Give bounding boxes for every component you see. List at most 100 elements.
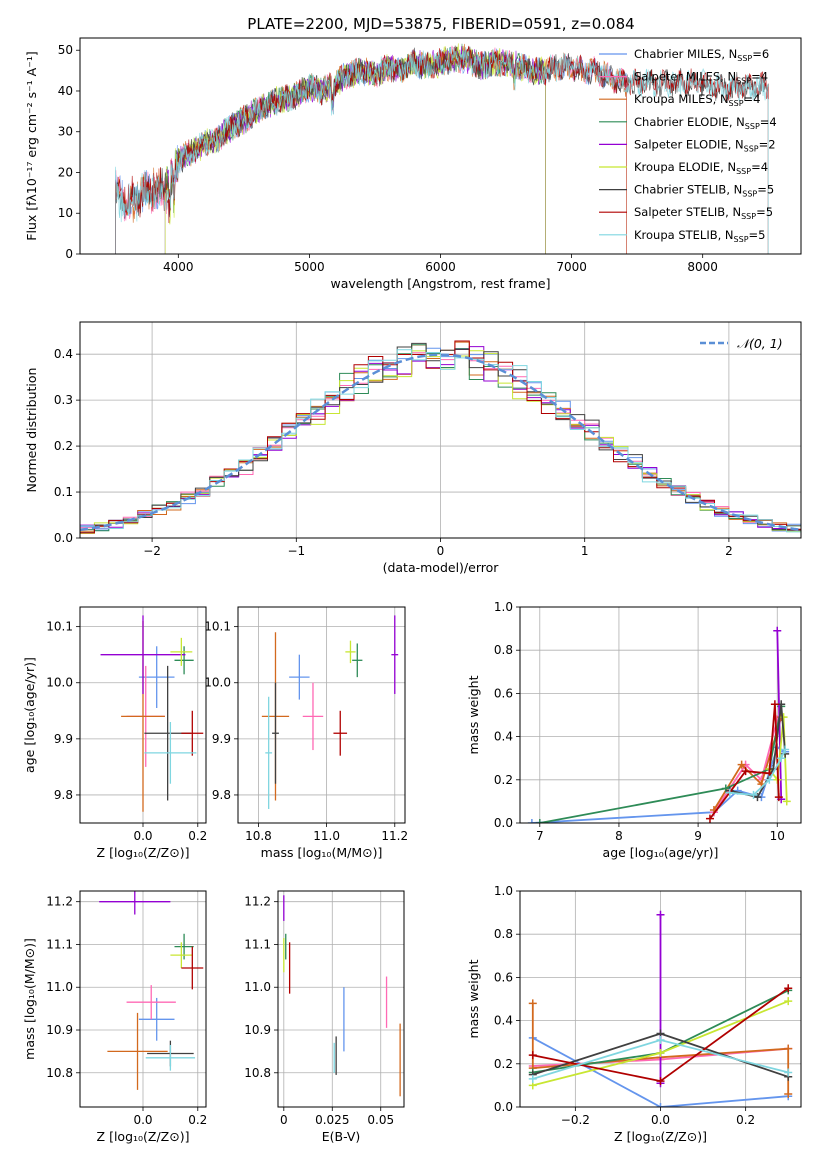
y-axis-label: Flux [fλ10⁻¹⁷ erg cm⁻² s⁻¹ A⁻¹] (24, 51, 39, 240)
plots-layer: 4000 5000 6000 7000 800001020304050wavelengt… (22, 37, 802, 1144)
legend-label-base: Kroupa MILES, N (634, 92, 729, 106)
x-tick-label: 4000 (163, 260, 194, 274)
weight-marker-KroupaSTELIB (765, 775, 774, 784)
weight-marker-ChabrierMILES (527, 819, 536, 823)
y-tick-label: 10.1 (46, 620, 73, 634)
y-tick-label: 0.3 (54, 393, 73, 407)
axes-residuals: −2 −1 0 1 2 0.0 0.1 0.2 0.3 0.4 (data-model)/error… (24, 321, 802, 575)
y-tick-label: 11.1 (46, 937, 73, 951)
weight-marker-KroupaSTELIB (784, 1068, 793, 1077)
legend-label-base: Chabrier ELODIE, N (634, 115, 745, 129)
weight-marker-ChabrierELODIE (535, 819, 544, 823)
legend-label-tail: =5 (757, 183, 774, 197)
x-tick-label: 11.2 (381, 829, 408, 843)
y-tick-label: 10.0 (46, 676, 73, 690)
legend-label-tail: =4 (751, 160, 768, 174)
y-tick-label: 9.9 (54, 732, 73, 746)
y-tick-label: 10 (58, 206, 73, 220)
weight-marker-KroupaELODIE (779, 713, 788, 722)
y-tick-label: 1.0 (494, 884, 513, 898)
axes-age_vs_Z: 0.0 0.2 9.8 9.9 10.0 10.1 Z [log₁₀(Z/Z⊙)] age [… (22, 606, 207, 860)
legend-label: Chabrier STELIB, NSSP=5 (634, 183, 774, 199)
y-tick-label: 11.0 (46, 980, 73, 994)
x-axis-label: E(B-V) (322, 1129, 361, 1144)
legend-label-sub: SSP (744, 144, 759, 153)
axes-age_vs_mass: 10.8 11.0 11.2 9.8 9.9 10.0 10.1 mass [log₁₀(M/… (204, 606, 408, 860)
legend-label-sub: SSP (736, 167, 751, 176)
y-tick-label: 10.8 (244, 1066, 271, 1080)
plot-area-age_vs_mass (261, 615, 399, 809)
x-tick-label: −1 (287, 544, 305, 558)
x-tick-label: 0.2 (188, 829, 207, 843)
y-tick-label: 0.6 (494, 970, 513, 984)
axes-weight_vs_age: 7 8 9 10 0.0 0.2 0.4 0.6 0.8 1.0 age [log₁₀(age/yr… (466, 600, 802, 860)
weight-marker-SalpeterSTELIB (656, 1077, 665, 1086)
plot-area-mass_vs_Z (99, 891, 204, 1090)
y-tick-label: 0.2 (494, 1057, 513, 1071)
legend-label-base: Kroupa STELIB, N (634, 228, 734, 242)
y-tick-label: 0.0 (494, 1100, 513, 1114)
y-tick-label: 50 (58, 43, 73, 57)
legend-label-base: Salpeter STELIB, N (634, 205, 741, 219)
x-tick-label: 9 (694, 829, 702, 843)
x-tick-label: 5000 (294, 260, 325, 274)
legend-label-sub: SSP (745, 122, 760, 131)
x-tick-label: −0.2 (561, 1113, 590, 1127)
y-tick-label: 0.2 (54, 439, 73, 453)
weight-marker-KroupaMILES (784, 1044, 793, 1053)
x-axis-label: age [log₁₀(age/yr)] (603, 845, 719, 860)
weight-marker-KroupaSTELIB (725, 788, 734, 797)
x-tick-label: 0.0 (133, 1113, 152, 1127)
axes-frame (277, 890, 405, 1108)
y-tick-label: 0.0 (494, 816, 513, 830)
legend-label-tail: =4 (744, 92, 761, 106)
legend-label: Chabrier MILES, NSSP=6 (634, 47, 769, 63)
x-tick-label: 8 (615, 829, 623, 843)
x-axis-label: Z [log₁₀(Z/Z⊙)] (97, 1129, 190, 1144)
legend-label: Kroupa STELIB, NSSP=5 (634, 228, 765, 244)
legend-label-normal: 𝒩(0, 1) (737, 336, 783, 351)
plot-area-residuals (80, 340, 801, 534)
weight-marker-KroupaSTELIB (528, 1074, 537, 1083)
y-tick-label: 9.9 (212, 732, 231, 746)
weight-marker-KroupaELODIE (784, 997, 793, 1006)
plot-area-spectrum (115, 43, 769, 254)
x-tick-label: 10 (770, 829, 785, 843)
weight-marker-KroupaSTELIB (656, 1036, 665, 1045)
legend-label-base: Salpeter MILES, N (634, 70, 736, 84)
x-axis-label: Z [log₁₀(Z/Z⊙)] (614, 1129, 707, 1144)
legend-label-sub: SSP (742, 190, 757, 199)
axes-frame (237, 606, 406, 824)
legend-label-tail: =5 (749, 228, 766, 242)
y-tick-label: 1.0 (494, 600, 513, 614)
x-tick-label: 0.025 (315, 1113, 349, 1127)
x-tick-label: 0.2 (188, 1113, 207, 1127)
y-tick-label: 11.0 (244, 980, 271, 994)
weight-marker-SalpeterSTELIB (784, 984, 793, 993)
x-tick-label: 0.2 (736, 1113, 755, 1127)
legend-label-sub: SSP (729, 99, 744, 108)
y-tick-label: 30 (58, 125, 73, 139)
spectrum-line-SalpeterSTELIB (115, 45, 769, 254)
legend-label: Kroupa MILES, NSSP=4 (634, 92, 760, 108)
y-tick-label: 10.9 (46, 1023, 73, 1037)
legend-label-base: Chabrier MILES, N (634, 47, 737, 61)
y-axis-label: Normed distribution (24, 368, 39, 493)
plot-area-mass_vs_ebv (283, 895, 401, 1097)
weight-marker-KroupaMILES (737, 760, 746, 769)
y-tick-label: 0.0 (54, 531, 73, 545)
x-tick-label: 0.05 (367, 1113, 394, 1127)
weight-marker-SalpeterSTELIB (528, 1051, 537, 1060)
spectrum-line-KroupaSTELIB (115, 46, 769, 254)
x-tick-label: 0 (280, 1113, 288, 1127)
legend-label-tail: =5 (756, 205, 773, 219)
weight-marker-KroupaSTELIB (749, 790, 758, 799)
y-tick-label: 9.8 (54, 788, 73, 802)
weight-marker-KroupaSTELIB (781, 745, 790, 754)
legend-label-sub: SSP (736, 77, 751, 86)
axes-spectrum: 4000 5000 6000 7000 8000 0 10 20 30 40 50 wavelengt… (24, 37, 802, 291)
y-tick-label: 11.2 (244, 895, 271, 909)
y-tick-label: 0.4 (54, 347, 73, 361)
